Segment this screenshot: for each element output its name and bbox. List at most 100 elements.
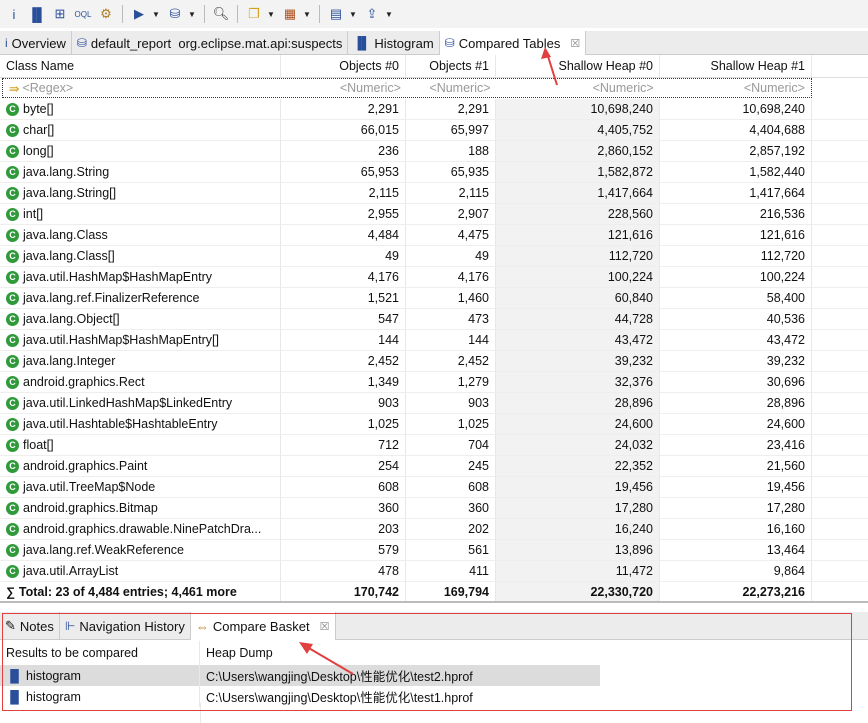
calculator-icon[interactable]: ▤ <box>329 6 343 21</box>
column-header-heap-dump[interactable]: Heap Dump <box>206 646 273 660</box>
chevron-down-icon[interactable]: ▼ <box>385 9 393 19</box>
compare-basket-icon: ⇔ <box>195 618 209 634</box>
heap-dump-path: C:\Users\wangjing\Desktop\性能优化\test2.hpr… <box>206 670 473 684</box>
chevron-down-icon[interactable]: ▼ <box>267 9 275 19</box>
value-cell: 254 <box>281 456 406 476</box>
basket-row[interactable]: ▐▌ histogram C:\Users\wangjing\Desktop\性能… <box>0 686 868 707</box>
tab-navigation-history[interactable]: ⊩ Navigation History <box>60 612 191 640</box>
oql-icon[interactable]: OQL <box>74 9 92 19</box>
numeric-filter-input[interactable]: <Numeric> <box>743 81 805 95</box>
class-name: java.util.HashMap$HashMapEntry <box>23 270 212 284</box>
value-cell: 39,232 <box>496 351 660 371</box>
regex-filter-input[interactable]: ⇛ <Regex> <box>3 79 283 97</box>
value-cell: 360 <box>281 498 406 518</box>
tab-label: default_report org.eclipse.mat.api:suspe… <box>90 35 343 51</box>
column-header-class-name[interactable]: Class Name <box>0 55 281 77</box>
close-icon[interactable]: ☒ <box>570 37 581 50</box>
notes-icon: ✎ <box>5 618 16 633</box>
value-cell: 24,032 <box>496 435 660 455</box>
chevron-down-icon[interactable]: ▼ <box>188 9 196 19</box>
search-icon[interactable]: 🔍︎ <box>212 6 230 21</box>
tab-default-report[interactable]: ⛁ default_report org.eclipse.mat.api:susp… <box>72 31 349 55</box>
value-cell: 903 <box>281 393 406 413</box>
settings-icon[interactable]: ⚙ <box>100 6 112 21</box>
heap-dump-path: C:\Users\wangjing\Desktop\性能优化\test1.hpr… <box>206 691 473 705</box>
column-header-results[interactable]: Results to be compared <box>0 641 200 665</box>
value-cell: 43,472 <box>660 330 812 350</box>
column-header-objects-1[interactable]: Objects #1 <box>406 55 496 77</box>
class-icon: C <box>6 312 19 326</box>
numeric-filter-input[interactable]: <Numeric> <box>339 81 401 95</box>
export-icon[interactable]: ⇪ <box>366 6 378 21</box>
value-cell: 579 <box>281 540 406 560</box>
tab-label: Notes <box>19 618 54 634</box>
close-icon[interactable]: ☒ <box>319 620 330 633</box>
columns-icon[interactable]: ▦ <box>283 6 297 21</box>
column-header-shallow-heap-1[interactable]: Shallow Heap #1 <box>660 55 812 77</box>
chevron-down-icon[interactable]: ▼ <box>303 9 311 19</box>
value-cell: 188 <box>406 141 496 161</box>
column-header-shallow-heap-0[interactable]: Shallow Heap #0 <box>496 55 660 77</box>
value-cell: 4,405,752 <box>496 120 660 140</box>
histogram-icon[interactable]: ▐▌ <box>27 6 47 22</box>
filter-placeholder: <Regex> <box>22 81 74 95</box>
dominator-tree-icon[interactable]: ⊞ <box>54 6 66 21</box>
group-icon[interactable]: ❐ <box>248 6 260 21</box>
value-cell: 11,472 <box>496 561 660 581</box>
value-cell: 4,176 <box>406 267 496 287</box>
class-icon: C <box>6 564 19 578</box>
filter-icon: ⇛ <box>9 81 20 96</box>
run-report-icon[interactable]: ▶ <box>134 6 144 21</box>
class-icon: C <box>6 123 19 137</box>
tab-histogram[interactable]: ▐▌ Histogram <box>348 31 440 55</box>
value-cell: 4,176 <box>281 267 406 287</box>
chevron-down-icon[interactable]: ▼ <box>349 9 357 19</box>
numeric-filter-input[interactable]: <Numeric> <box>496 79 660 97</box>
value-cell: 17,280 <box>660 498 812 518</box>
tab-notes[interactable]: ✎ Notes <box>0 612 60 640</box>
tab-overview[interactable]: i Overview <box>0 31 72 55</box>
basket-row[interactable]: ▐▌ histogram C:\Users\wangjing\Desktop\性能… <box>0 665 600 686</box>
numeric-filter-input[interactable]: <Numeric> <box>429 81 491 95</box>
column-header-objects-0[interactable]: Objects #0 <box>281 55 406 77</box>
value-cell: 547 <box>281 309 406 329</box>
class-icon: C <box>6 249 19 263</box>
value-cell: 4,404,688 <box>660 120 812 140</box>
empty-cell <box>812 141 868 161</box>
info-icon[interactable]: i <box>12 6 16 22</box>
class-name: java.lang.String[] <box>23 186 117 200</box>
tab-compare-basket[interactable]: ⇔ Compare Basket ☒ <box>190 612 336 640</box>
heap-dump-icon[interactable]: ⛁ <box>169 6 181 21</box>
class-icon: C <box>6 543 19 557</box>
class-name: java.util.Hashtable$HashtableEntry <box>23 417 218 431</box>
tab-compared-tables[interactable]: ⛁ Compared Tables ☒ <box>439 31 587 55</box>
chevron-down-icon[interactable]: ▼ <box>152 9 160 19</box>
